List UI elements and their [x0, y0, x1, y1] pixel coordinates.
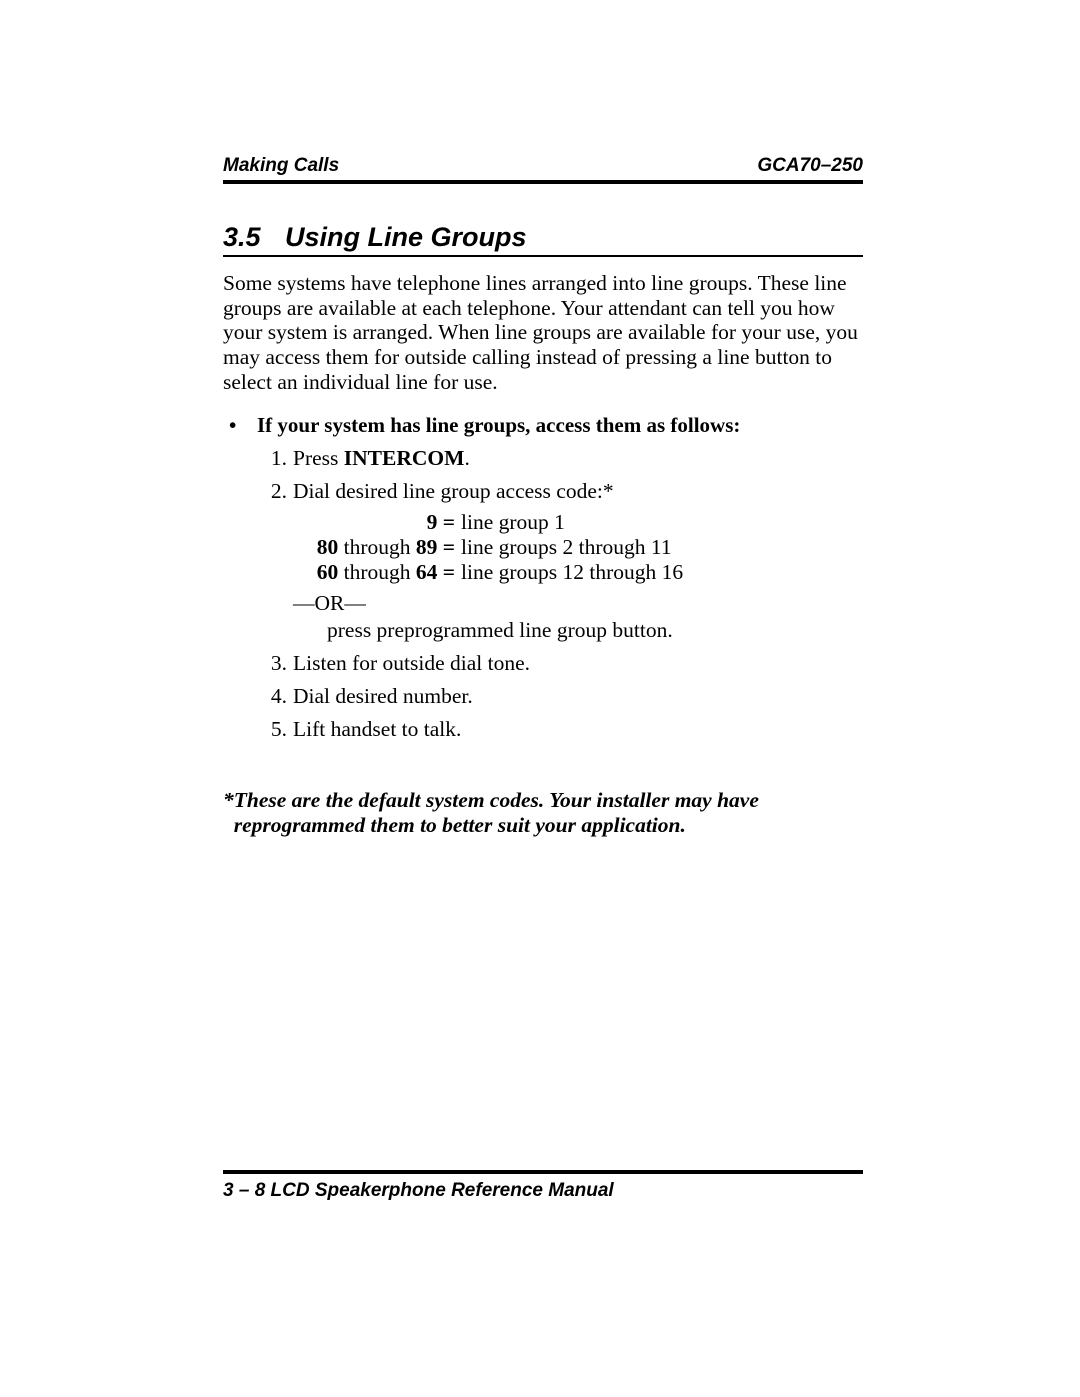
- running-header-right: GCA70–250: [757, 155, 863, 177]
- bullet-line: • If your system has line groups, access…: [229, 413, 863, 438]
- steps-list: 1. Press INTERCOM. 2. Dial desired line …: [261, 446, 863, 742]
- step-number: 2.: [261, 479, 293, 643]
- step1-pre: Press: [293, 446, 344, 470]
- step-number: 5.: [261, 717, 293, 742]
- footer-rule: [223, 1170, 863, 1174]
- code-lhs-b1: 80: [317, 535, 339, 559]
- step1-post: .: [464, 446, 469, 470]
- step-3: 3. Listen for outside dial tone.: [261, 651, 863, 676]
- intro-paragraph: Some systems have telephone lines arrang…: [223, 271, 863, 395]
- section-heading: 3.5 Using Line Groups: [223, 222, 863, 257]
- step-number: 3.: [261, 651, 293, 676]
- step-body: Listen for outside dial tone.: [293, 651, 863, 676]
- step-1: 1. Press INTERCOM.: [261, 446, 863, 471]
- step-body: Dial desired line group access code:* 9 …: [293, 479, 863, 643]
- step-number: 4.: [261, 684, 293, 709]
- code-map: 9 = line group 1 80 through 89 = line gr…: [293, 510, 863, 643]
- code-lhs: 60 through 64 =: [293, 560, 461, 585]
- code-lhs: 80 through 89 =: [293, 535, 461, 560]
- code-line-2: 80 through 89 = line groups 2 through 11: [293, 535, 863, 560]
- code-lhs-b2: 64 =: [416, 560, 455, 584]
- code-lhs-b2: 89 =: [416, 535, 455, 559]
- step-body: Press INTERCOM.: [293, 446, 863, 471]
- code-lhs: 9 =: [293, 510, 461, 535]
- code-line-1: 9 = line group 1: [293, 510, 863, 535]
- section-number: 3.5: [223, 222, 285, 253]
- step-number: 1.: [261, 446, 293, 471]
- bullet-text: If your system has line groups, access t…: [257, 413, 740, 438]
- content-area: Making Calls GCA70–250 3.5 Using Line Gr…: [223, 155, 863, 838]
- code-lhs-thin: through: [338, 535, 416, 559]
- running-footer: 3 – 8 LCD Speakerphone Reference Manual: [223, 1170, 863, 1202]
- step-5: 5. Lift handset to talk.: [261, 717, 863, 742]
- step-2: 2. Dial desired line group access code:*…: [261, 479, 863, 643]
- code-rhs: line group 1: [461, 510, 863, 535]
- step1-keyword: INTERCOM: [344, 446, 465, 470]
- code-line-3: 60 through 64 = line groups 12 through 1…: [293, 560, 863, 585]
- running-header-left: Making Calls: [223, 155, 339, 177]
- or-press-line: press preprogrammed line group button.: [327, 618, 863, 643]
- step-4: 4. Dial desired number.: [261, 684, 863, 709]
- code-lhs-thin: through: [338, 560, 416, 584]
- step-body: Lift handset to talk.: [293, 717, 863, 742]
- step2-text: Dial desired line group access code:*: [293, 479, 614, 503]
- bullet-icon: •: [229, 413, 257, 438]
- running-header: Making Calls GCA70–250: [223, 155, 863, 184]
- page: Making Calls GCA70–250 3.5 Using Line Gr…: [0, 0, 1080, 1397]
- section-title: Using Line Groups: [285, 222, 527, 253]
- code-lhs-b1: 60: [317, 560, 339, 584]
- code-rhs: line groups 2 through 11: [461, 535, 863, 560]
- code-rhs: line groups 12 through 16: [461, 560, 863, 585]
- or-line: —OR—: [293, 591, 863, 616]
- footnote-star: *: [223, 788, 234, 839]
- footnote-text: These are the default system codes. Your…: [234, 788, 863, 839]
- footer-text: 3 – 8 LCD Speakerphone Reference Manual: [223, 1180, 863, 1202]
- footnote: * These are the default system codes. Yo…: [223, 788, 863, 839]
- step-body: Dial desired number.: [293, 684, 863, 709]
